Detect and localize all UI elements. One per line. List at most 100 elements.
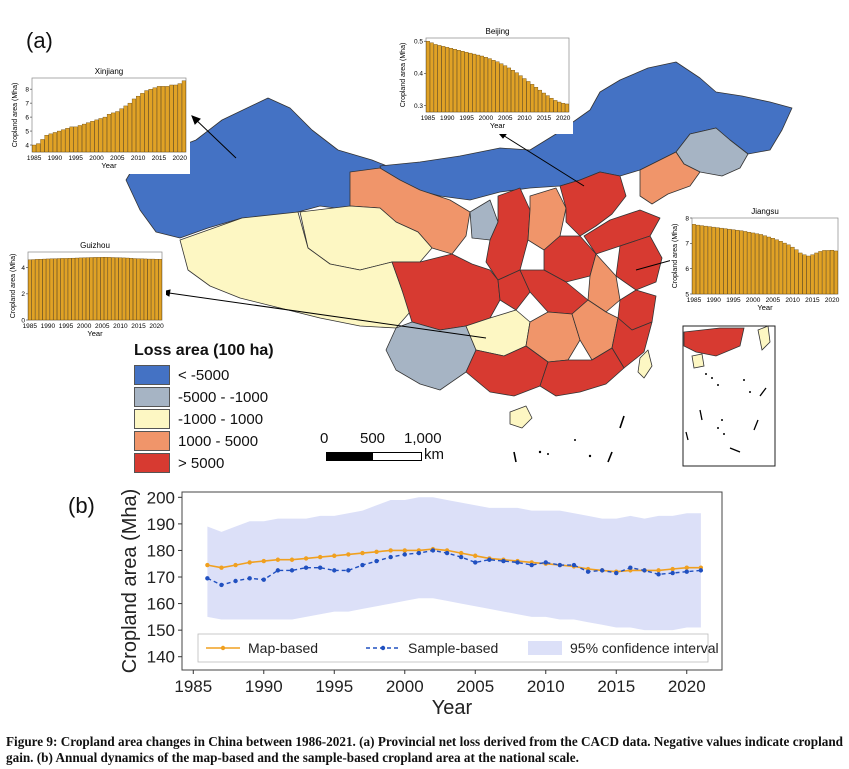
inset-ylabel: Cropland area (Mha)	[12, 83, 19, 148]
inset-xtick-label: 1985	[23, 323, 38, 330]
sample-based-point	[261, 577, 266, 582]
inset-bar	[104, 257, 108, 321]
inset-bar	[152, 87, 157, 153]
inset-bar	[123, 105, 128, 153]
inset-bar	[77, 125, 82, 153]
inset-bar	[75, 257, 79, 321]
inset-bar	[503, 65, 508, 113]
region-shaanxi	[485, 187, 531, 281]
inset-bar	[158, 259, 162, 321]
scale-label-0: 0	[320, 430, 329, 447]
legend-swatch	[134, 431, 170, 451]
legend-item: -5000 - -1000	[134, 386, 274, 408]
inset-bar	[518, 75, 523, 113]
inset-bar	[90, 121, 95, 153]
xtick-label: 1985	[174, 677, 212, 696]
inset-bar	[514, 72, 519, 113]
panel-b-label: (b)	[68, 493, 95, 518]
inset-xtick-label: 2010	[785, 297, 800, 304]
inset-bar	[119, 108, 124, 153]
inset-bar	[456, 50, 461, 113]
xtick-label: 2020	[668, 677, 706, 696]
inset-bar	[727, 228, 732, 295]
inset-bar	[557, 101, 562, 113]
inset-bar	[429, 42, 434, 113]
legend-item: > 5000	[134, 452, 274, 474]
inset-bar	[834, 250, 838, 295]
inset-bar	[699, 225, 704, 295]
inset-bar	[782, 242, 787, 295]
xtick-label: 1995	[315, 677, 353, 696]
scale-label-500: 500	[360, 430, 386, 447]
inset-chart-beijing: Beijing 0.3 0.4 0.5 1985 1990 1995 2000 2005 2010…	[398, 24, 573, 134]
inset-xtick-label: 1985	[27, 155, 42, 162]
inset-bar	[52, 132, 57, 153]
inset-bar	[711, 226, 716, 295]
inset-bar	[774, 239, 779, 295]
inset-xtick-label: 2000	[479, 115, 494, 122]
inset-bar	[480, 55, 484, 113]
inset-bar	[106, 114, 112, 153]
inset-ytick-label: 8	[25, 86, 29, 93]
inset-bar	[127, 102, 132, 153]
inset-bar	[96, 257, 101, 321]
map-legend: Loss area (100 ha) < -5000 -5000 - -1000 -…	[134, 342, 274, 474]
region-inner-mongolia	[379, 61, 793, 201]
inset-bar	[806, 255, 811, 295]
sample-based-point	[458, 554, 464, 560]
inset-ytick-label: 7	[25, 100, 29, 107]
inset-bar	[42, 258, 47, 321]
map-based-point	[402, 548, 407, 553]
map-based-point	[317, 554, 323, 560]
inset-bar	[755, 233, 760, 295]
sample-based-point	[317, 565, 323, 570]
sample-based-point	[628, 565, 633, 570]
legend-ci-label: 95% confidence interval	[570, 640, 719, 656]
inset-bar	[751, 232, 756, 295]
national-line-chart: 140 150 160 170 180 190 200 1985 1990 1995 2000 200…	[119, 488, 723, 719]
map-based-point	[458, 550, 464, 556]
legend-label: -1000 - 1000	[178, 410, 264, 428]
inset-bar	[154, 259, 159, 321]
inset-chart-xinjiang: Xinjiang 4 5 6 7 8 1985 1990 1995 2000 2005 2010 201…	[10, 64, 190, 174]
inset-bar	[538, 89, 542, 113]
inset-bar	[131, 98, 137, 153]
inset-bar	[98, 118, 103, 153]
sample-based-point	[233, 578, 238, 584]
inset-bar	[822, 250, 827, 295]
sample-based-point	[219, 582, 224, 588]
inset-bar	[499, 63, 504, 113]
inset-bar	[487, 58, 492, 113]
sample-based-point	[346, 568, 351, 573]
legend-sample-based-label: Sample-based	[408, 640, 498, 656]
inset-xtick-label: 2020	[825, 297, 840, 304]
inset-bar	[118, 257, 123, 321]
ytick-label: 160	[147, 595, 175, 614]
inset-xlabel: Year	[490, 121, 506, 130]
inset-bar	[169, 84, 174, 153]
inset-bar	[173, 84, 178, 153]
inset-bar	[802, 254, 807, 295]
inset-bar	[122, 257, 126, 321]
ytick-label: 150	[147, 621, 175, 640]
map-based-point	[656, 568, 661, 573]
inset-bar	[810, 254, 815, 295]
inset-bar	[798, 252, 803, 295]
region-jilin	[675, 127, 749, 177]
inset-bar	[114, 257, 119, 321]
legend-swatch	[134, 365, 170, 385]
sample-based-point	[388, 554, 393, 560]
inset-bar	[511, 69, 515, 113]
legend-sample-based-marker	[380, 645, 386, 651]
inset-ytick-label: 0	[21, 317, 25, 324]
sample-based-point	[473, 560, 478, 565]
inset-bar	[81, 123, 87, 153]
legend-label: 1000 - 5000	[178, 432, 259, 450]
sample-based-point	[444, 550, 450, 556]
inset-bar	[53, 258, 57, 321]
inset-bar	[143, 258, 148, 321]
inset-bar	[723, 228, 728, 295]
inset-bar	[437, 45, 442, 113]
sample-based-point	[374, 558, 379, 564]
inset-xtick-label: 2020	[173, 155, 188, 162]
